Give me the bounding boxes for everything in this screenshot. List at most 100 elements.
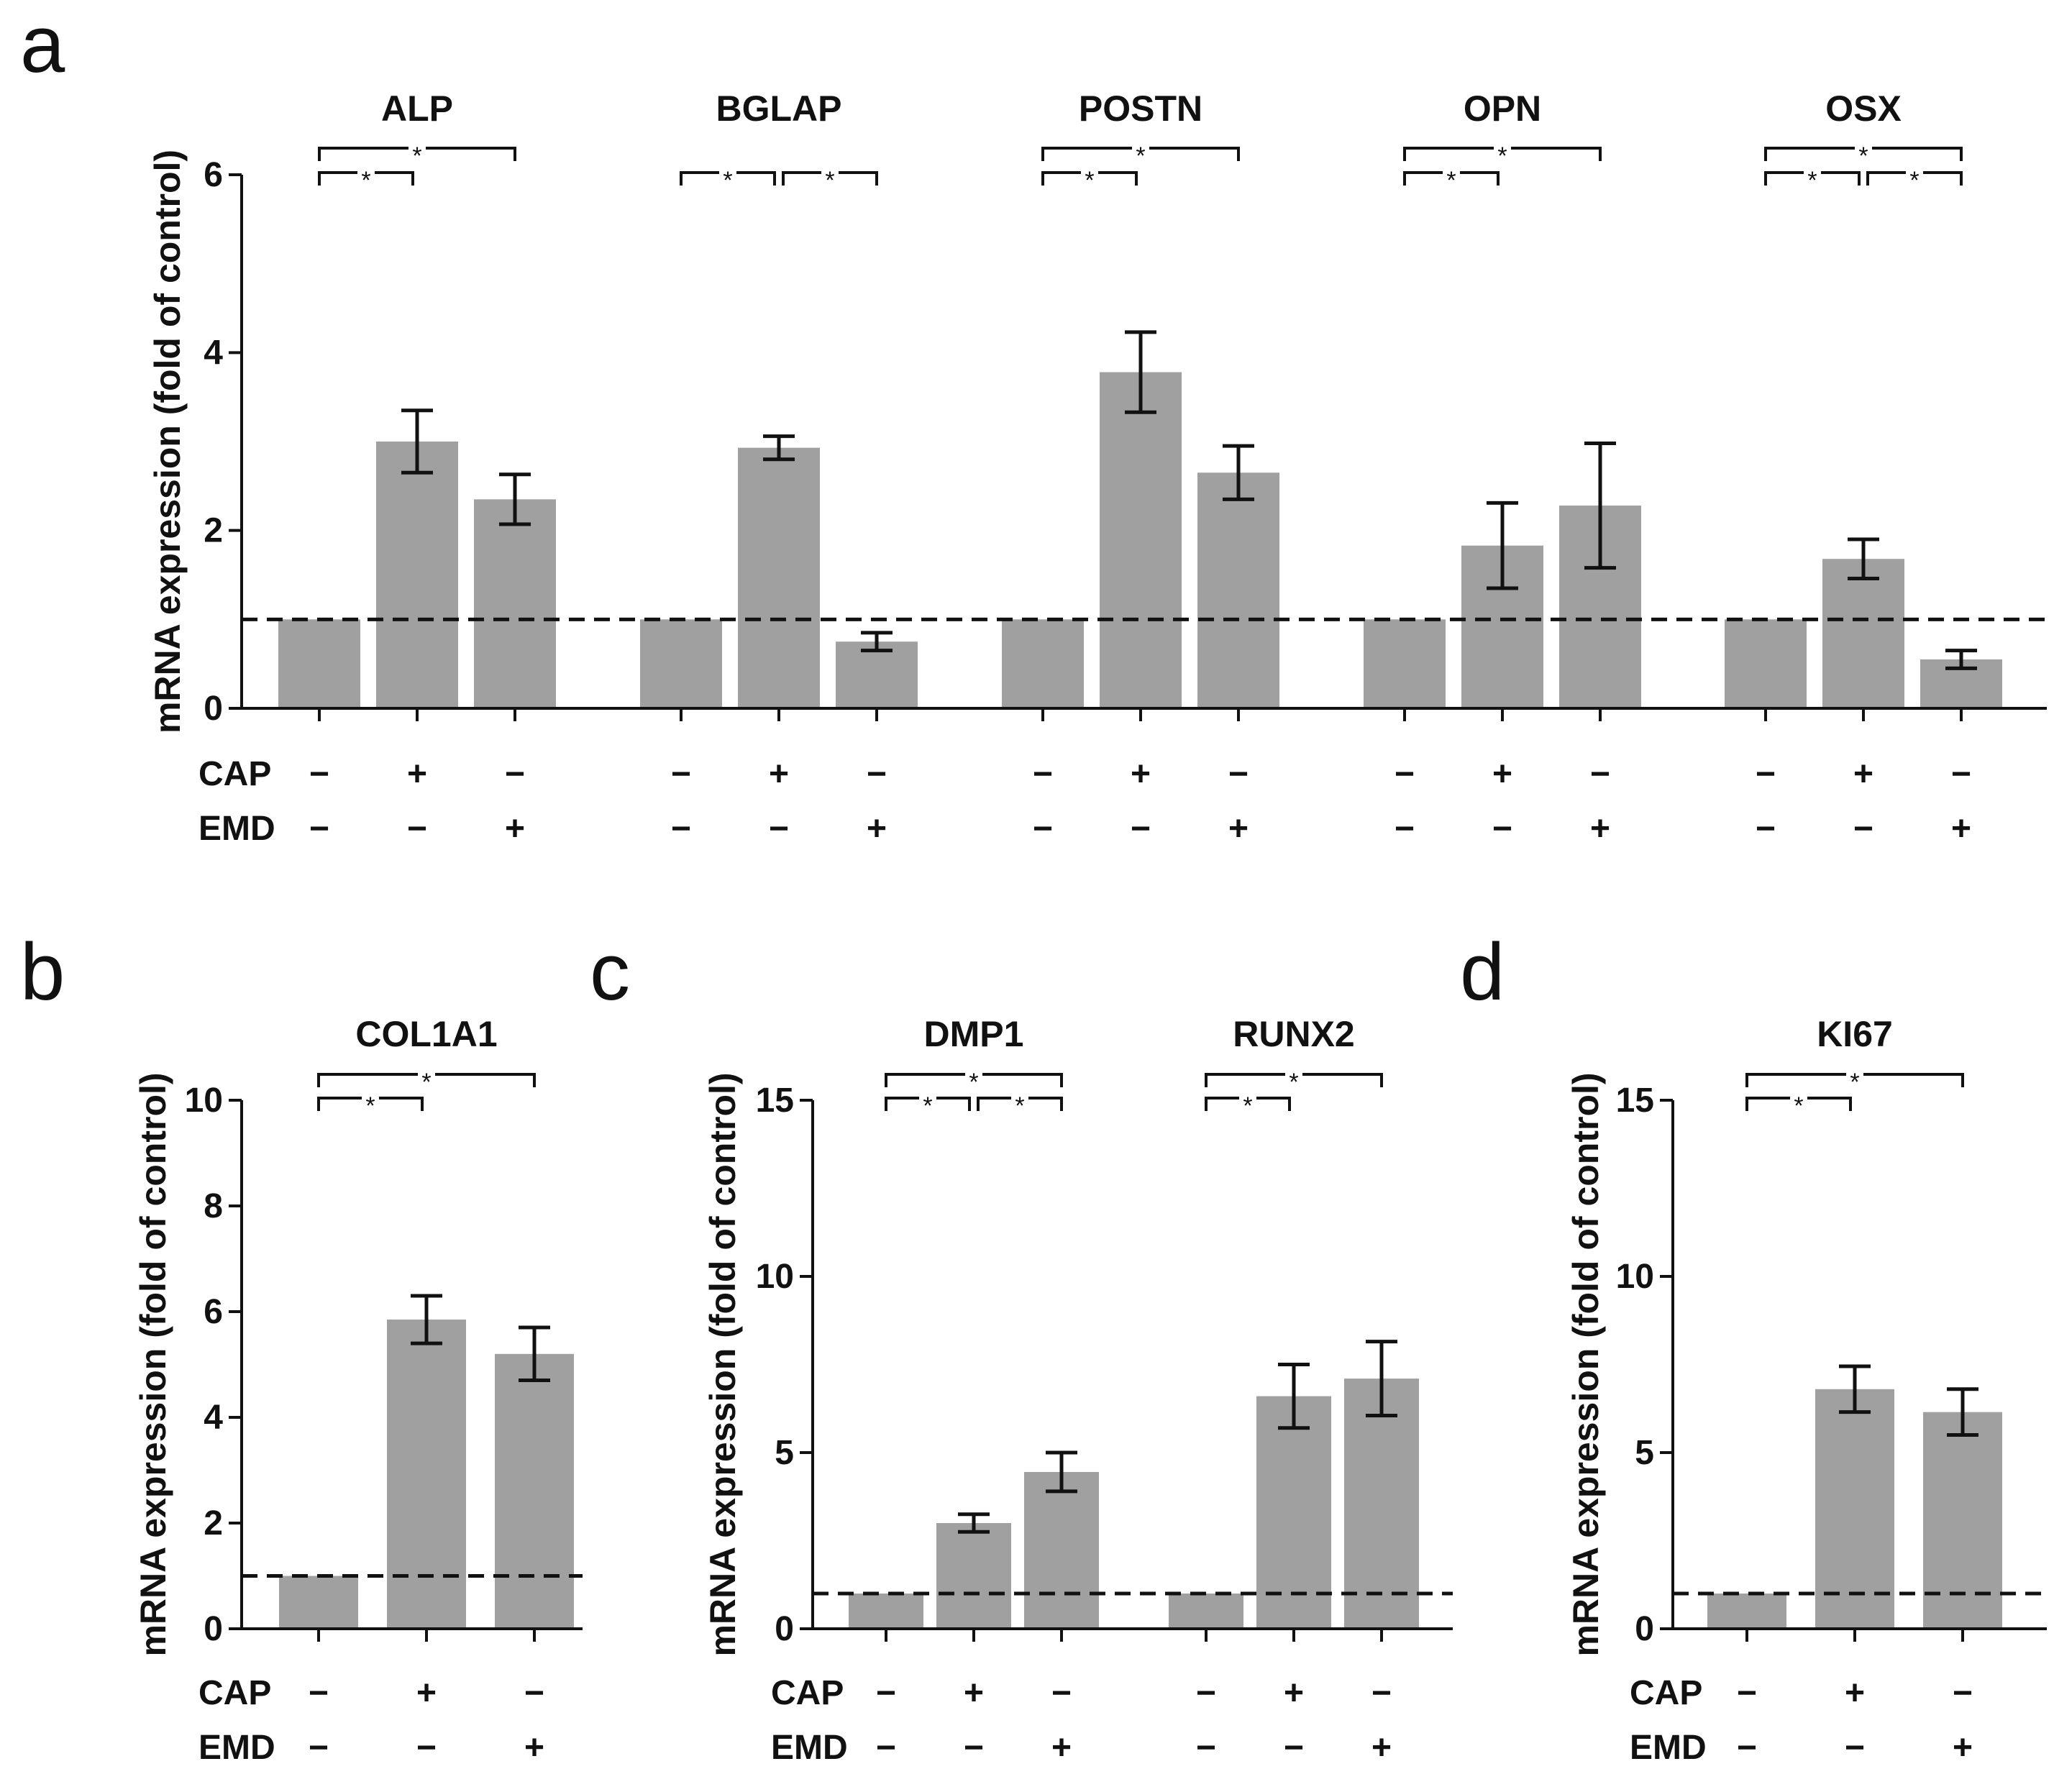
bar <box>738 447 820 708</box>
star-backing <box>1443 163 1460 183</box>
condition-sign-emd: + <box>867 810 887 848</box>
condition-sign-cap: − <box>1951 755 1971 793</box>
significance-star: * <box>361 167 370 194</box>
y-tick-label: 8 <box>204 1187 223 1225</box>
condition-sign-cap: − <box>876 1674 896 1712</box>
condition-sign-emd: − <box>1284 1729 1304 1767</box>
condition-label-cap: CAP <box>1630 1674 1702 1712</box>
condition-sign-cap: + <box>407 755 427 793</box>
condition-sign-emd: − <box>309 1729 329 1767</box>
condition-sign-emd: − <box>416 1729 437 1767</box>
significance-star: * <box>1085 167 1094 194</box>
star-backing <box>719 163 736 183</box>
condition-sign-cap: − <box>505 755 525 793</box>
y-tick-label: 0 <box>204 690 223 728</box>
bar <box>1822 559 1904 708</box>
significance-star: * <box>1858 142 1868 170</box>
condition-label-emd: EMD <box>198 1729 275 1767</box>
bar <box>387 1320 466 1629</box>
significance-star: * <box>421 1069 431 1096</box>
significance-bracket: * <box>1041 163 1138 194</box>
group-postn: − − + − − + POSTN * * <box>1002 88 1279 848</box>
group-runx2: − − + − − + RUNX2 * * <box>1169 1014 1419 1767</box>
condition-sign-cap: − <box>1371 1674 1392 1712</box>
gene-label: POSTN <box>1079 88 1202 129</box>
condition-sign-cap: − <box>1953 1674 1973 1712</box>
bar <box>278 619 360 708</box>
y-tick-label: 5 <box>1635 1434 1654 1472</box>
condition-sign-emd: + <box>524 1729 544 1767</box>
condition-sign-emd: − <box>1196 1729 1216 1767</box>
bar <box>1002 619 1084 708</box>
condition-sign-emd: − <box>407 810 427 848</box>
gene-label: RUNX2 <box>1233 1014 1354 1054</box>
panel-d: d mRNA expression (fold of control) 0 5 10 15… <box>1460 927 2047 1767</box>
significance-star: * <box>412 142 421 170</box>
condition-sign-emd: − <box>964 1729 984 1767</box>
significance-bracket: * <box>1745 1064 1964 1096</box>
condition-sign-cap: − <box>524 1674 544 1712</box>
significance-bracket: * <box>1205 1064 1383 1096</box>
bar <box>1169 1594 1243 1629</box>
condition-sign-cap: − <box>671 755 691 793</box>
bar <box>1923 1412 2002 1629</box>
star-backing <box>1132 138 1149 158</box>
bar <box>849 1594 923 1629</box>
y-tick-label: 4 <box>204 334 223 372</box>
condition-sign-cap: + <box>416 1674 437 1712</box>
y-tick-label: 4 <box>204 1399 223 1437</box>
condition-sign-emd: − <box>1853 810 1873 848</box>
significance-bracket: * <box>885 1088 971 1120</box>
condition-sign-cap: + <box>1492 755 1512 793</box>
gene-label: DMP1 <box>924 1014 1024 1054</box>
condition-sign-cap: − <box>1051 1674 1072 1712</box>
condition-label-cap: CAP <box>198 1674 271 1712</box>
y-tick-label: 0 <box>775 1610 794 1648</box>
y-tick-label: 2 <box>204 512 223 550</box>
significance-bracket: * <box>1745 1088 1852 1120</box>
star-backing <box>1906 163 1923 183</box>
gene-label: OSX <box>1825 88 1902 129</box>
y-tick-label: 0 <box>204 1610 223 1648</box>
significance-star: * <box>1243 1092 1252 1120</box>
significance-star: * <box>1850 1069 1859 1096</box>
significance-star: * <box>1497 142 1507 170</box>
significance-bracket: * <box>1403 138 1602 170</box>
star-backing <box>1081 163 1098 183</box>
condition-sign-emd: + <box>505 810 525 848</box>
condition-sign-cap: − <box>1756 755 1776 793</box>
panel-b: b mRNA expression (fold of control) 0 2 4 6 8 1… <box>20 927 583 1767</box>
condition-sign-cap: + <box>964 1674 984 1712</box>
condition-sign-emd: − <box>1756 810 1776 848</box>
panel-c: c mRNA expression (fold of control) 0 5 10 15… <box>590 927 1453 1767</box>
condition-sign-cap: − <box>1737 1674 1757 1712</box>
condition-sign-emd: + <box>1953 1729 1973 1767</box>
significance-bracket: * <box>1205 1088 1291 1120</box>
star-backing <box>418 1064 435 1084</box>
significance-bracket: * <box>318 138 516 170</box>
bar <box>1815 1389 1894 1629</box>
condition-sign-emd: − <box>1492 810 1512 848</box>
significance-star: * <box>969 1069 978 1096</box>
condition-sign-emd: + <box>1228 810 1249 848</box>
significance-bracket: * <box>1403 163 1500 194</box>
y-tick-label: 6 <box>204 156 223 194</box>
group-bglap: − − + − − + BGLAP * * <box>640 88 918 848</box>
gene-label: KI67 <box>1817 1014 1893 1054</box>
condition-sign-emd: − <box>309 810 329 848</box>
gene-label: COL1A1 <box>355 1014 497 1054</box>
condition-sign-cap: − <box>1196 1674 1216 1712</box>
significance-bracket: * <box>977 1088 1063 1120</box>
condition-sign-cap: − <box>309 755 329 793</box>
bar <box>279 1576 358 1629</box>
condition-label-cap: CAP <box>198 755 271 793</box>
y-axis-label: mRNA expression (fold of control) <box>133 1072 173 1656</box>
y-axis-label: mRNA expression (fold of control) <box>703 1072 743 1656</box>
significance-star: * <box>1794 1092 1803 1120</box>
gene-label: OPN <box>1464 88 1541 129</box>
significance-star: * <box>1136 142 1145 170</box>
star-backing <box>408 138 426 158</box>
y-axis-label: mRNA expression (fold of control) <box>147 150 188 733</box>
bar <box>376 442 458 708</box>
